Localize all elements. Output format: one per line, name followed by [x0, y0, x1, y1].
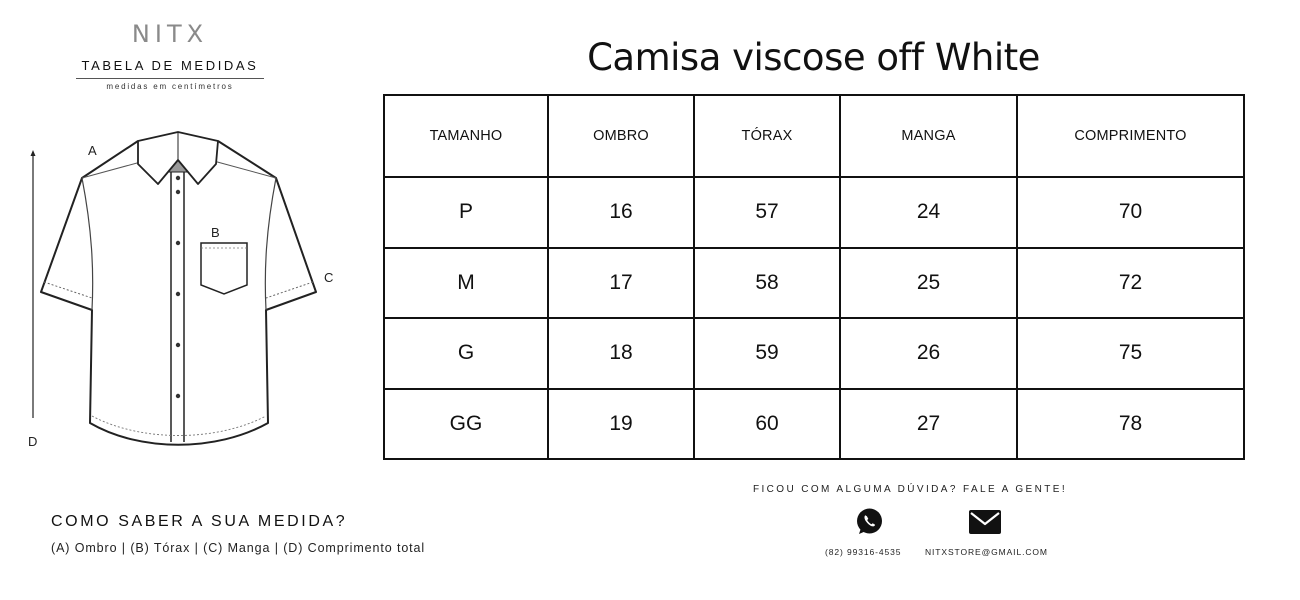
manga-cell: 24 [839, 176, 1018, 249]
size-cell: G [383, 317, 549, 390]
size-cell: GG [383, 387, 549, 460]
brand-subtitle: TABELA DE MEDIDAS [81, 58, 259, 73]
table-row: G 18 59 26 75 [383, 317, 1245, 390]
brand-block: NITX TABELA DE MEDIDAS medidas em centím… [60, 20, 280, 91]
phone-number[interactable]: (82) 99316-4535 [825, 547, 902, 557]
header-comprimento: COMPRIMENTO [1016, 94, 1245, 178]
manga-cell: 25 [839, 246, 1018, 319]
comprimento-cell: 78 [1016, 387, 1245, 460]
header-manga: MANGA [839, 94, 1018, 178]
manga-cell: 26 [839, 317, 1018, 390]
contact-title: FICOU COM ALGUMA DÚVIDA? FALE A GENTE! [752, 484, 1068, 495]
measure-label-b: B [211, 225, 220, 240]
shirt-diagram [30, 131, 317, 446]
header-torax: TÓRAX [693, 94, 841, 178]
table-row: P 16 57 24 70 [383, 176, 1245, 249]
size-table: TAMANHO OMBRO TÓRAX MANGA COMPRIMENTO P … [383, 94, 1245, 460]
header-ombro: OMBRO [547, 94, 695, 178]
manga-cell: 27 [839, 387, 1018, 460]
table-header-row: TAMANHO OMBRO TÓRAX MANGA COMPRIMENTO [383, 94, 1245, 178]
envelope-icon[interactable] [969, 510, 1001, 534]
measure-label-d: D [28, 434, 38, 449]
table-row: M 17 58 25 72 [383, 246, 1245, 319]
torax-cell: 59 [693, 317, 841, 390]
torax-cell: 60 [693, 387, 841, 460]
howto-title: COMO SABER A SUA MEDIDA? [51, 513, 348, 530]
torax-cell: 58 [693, 246, 841, 319]
product-title: Camisa viscose off White [587, 36, 1040, 79]
ombro-cell: 19 [547, 387, 695, 460]
table-row: GG 19 60 27 78 [383, 387, 1245, 460]
torax-cell: 57 [693, 176, 841, 249]
ombro-cell: 18 [547, 317, 695, 390]
ombro-cell: 17 [547, 246, 695, 319]
comprimento-cell: 70 [1016, 176, 1245, 249]
measure-label-c: C [324, 270, 334, 285]
size-cell: P [383, 176, 549, 249]
comprimento-cell: 72 [1016, 246, 1245, 319]
header-tamanho: TAMANHO [383, 94, 549, 178]
brand-divider [76, 78, 264, 79]
units-note: medidas em centímetros [106, 82, 234, 91]
howto-text: (A) Ombro | (B) Tórax | (C) Manga | (D) … [51, 541, 426, 555]
measure-label-a: A [88, 143, 97, 158]
email-address[interactable]: NITXSTORE@GMAIL.COM [925, 547, 1048, 557]
whatsapp-icon[interactable] [855, 507, 884, 536]
ombro-cell: 16 [547, 176, 695, 249]
size-cell: M [383, 246, 549, 319]
brand-logo: NITX [131, 20, 209, 48]
comprimento-cell: 75 [1016, 317, 1245, 390]
